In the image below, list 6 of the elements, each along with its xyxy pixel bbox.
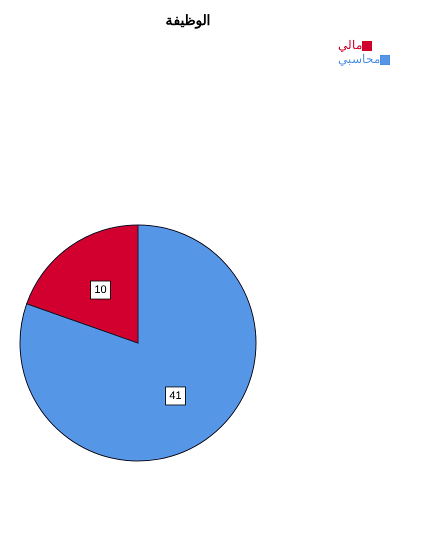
data-label: 41: [169, 390, 182, 402]
legend-label: محاسبي: [338, 52, 380, 66]
chart-title: الوظيفة: [164, 12, 212, 28]
pie-slice: [20, 224, 256, 462]
legend-label: مالي: [338, 38, 362, 52]
data-label: 10: [94, 284, 107, 296]
